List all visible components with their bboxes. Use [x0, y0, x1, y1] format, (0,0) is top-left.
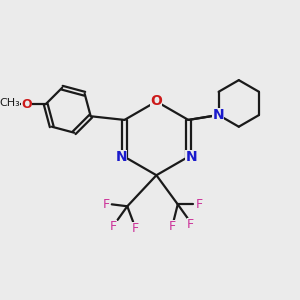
Text: O: O: [151, 94, 162, 109]
Text: N: N: [116, 150, 127, 164]
Text: O: O: [21, 98, 32, 111]
Text: N: N: [212, 108, 223, 122]
Text: CH₃: CH₃: [0, 98, 20, 108]
Text: N: N: [213, 108, 224, 122]
Text: F: F: [131, 222, 139, 235]
Text: F: F: [102, 198, 110, 211]
Text: F: F: [168, 220, 175, 233]
Text: F: F: [187, 218, 194, 231]
Text: F: F: [110, 220, 117, 233]
Text: F: F: [196, 198, 203, 211]
Text: N: N: [185, 150, 197, 164]
